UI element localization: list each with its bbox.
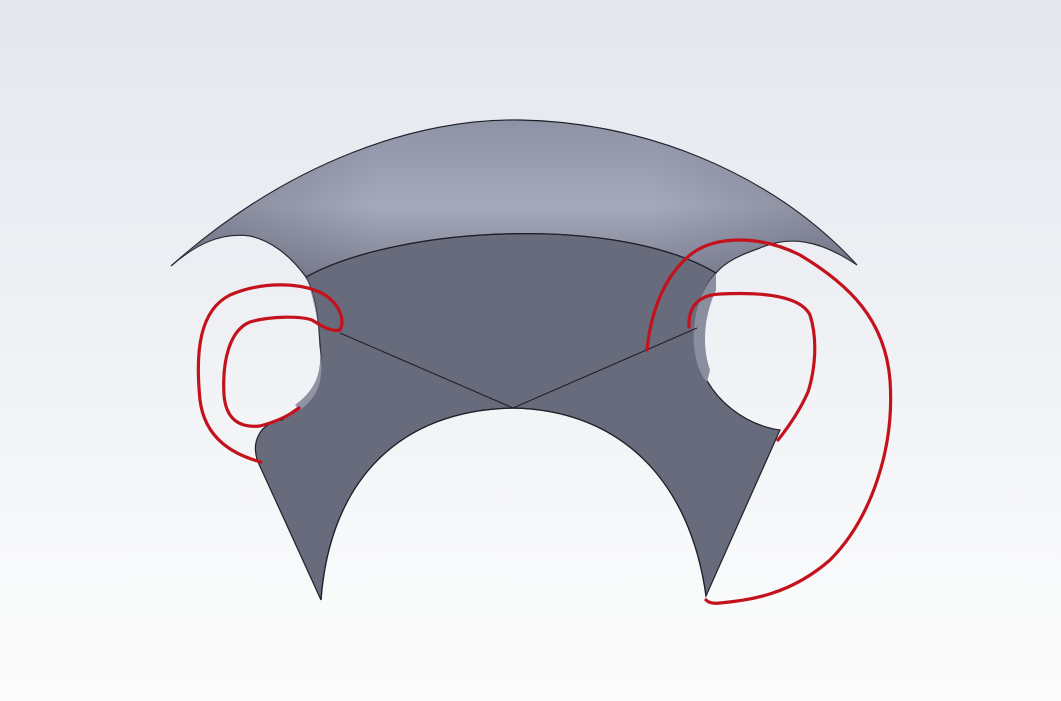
part-model[interactable] xyxy=(171,120,857,600)
front-face[interactable] xyxy=(255,234,780,600)
